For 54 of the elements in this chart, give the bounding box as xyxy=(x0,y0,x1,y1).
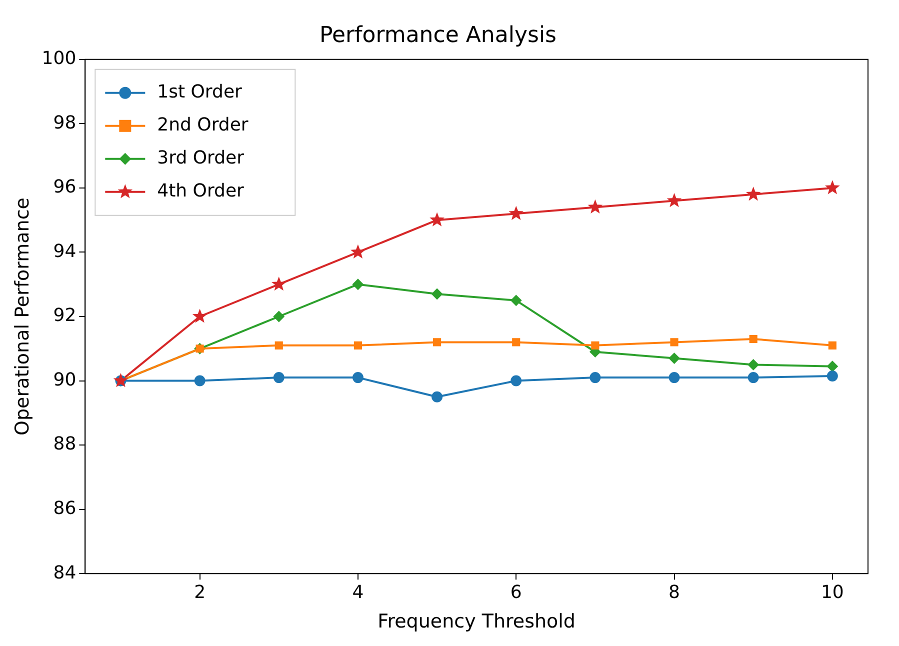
point xyxy=(588,199,603,214)
x-tick-label: 10 xyxy=(820,582,844,604)
point xyxy=(666,193,682,208)
x-tick-label: 2 xyxy=(194,582,206,604)
y-tick-label: 98 xyxy=(53,112,76,134)
x-axis-title: Frequency Threshold xyxy=(378,610,576,633)
x-tick-label: 8 xyxy=(668,582,680,604)
point xyxy=(512,338,520,346)
y-axis-title: Operational Performance xyxy=(11,198,34,436)
point xyxy=(828,341,836,350)
y-tick-label: 96 xyxy=(53,176,76,198)
point xyxy=(430,212,444,226)
point xyxy=(825,180,840,194)
point xyxy=(432,288,443,300)
y-tick-label: 100 xyxy=(42,48,76,70)
point xyxy=(746,186,761,201)
point xyxy=(274,341,283,350)
point xyxy=(749,334,758,344)
point xyxy=(352,372,364,384)
x-tick-label: 6 xyxy=(510,582,522,604)
point xyxy=(591,341,600,350)
legend-label: 4th Order xyxy=(157,180,245,202)
x-tick-label: 4 xyxy=(352,582,364,604)
y-tick-label: 92 xyxy=(53,305,76,326)
point xyxy=(432,391,443,402)
point xyxy=(192,308,208,323)
point xyxy=(668,352,680,364)
point xyxy=(273,311,284,322)
point xyxy=(668,372,680,384)
y-tick-label: 94 xyxy=(53,240,76,262)
y-tick-label: 90 xyxy=(53,369,76,390)
point xyxy=(433,338,442,346)
point xyxy=(510,375,522,386)
y-tick-label: 86 xyxy=(53,498,76,519)
point xyxy=(352,278,364,290)
point xyxy=(271,276,286,291)
legend-label: 2nd Order xyxy=(157,114,249,136)
point xyxy=(194,375,206,386)
point xyxy=(670,338,678,346)
point xyxy=(510,294,522,306)
point xyxy=(508,206,524,220)
point xyxy=(354,341,362,350)
legend-label: 1st Order xyxy=(157,82,243,103)
chart-title: Performance Analysis xyxy=(319,22,557,48)
y-tick-label: 84 xyxy=(53,562,76,584)
point xyxy=(748,359,759,370)
point xyxy=(350,244,366,259)
point xyxy=(748,372,759,384)
point xyxy=(826,370,838,382)
point xyxy=(826,360,838,372)
point xyxy=(273,372,284,384)
legend-label: 3rd Order xyxy=(157,148,245,169)
point xyxy=(590,372,601,384)
y-tick-label: 88 xyxy=(53,434,76,455)
